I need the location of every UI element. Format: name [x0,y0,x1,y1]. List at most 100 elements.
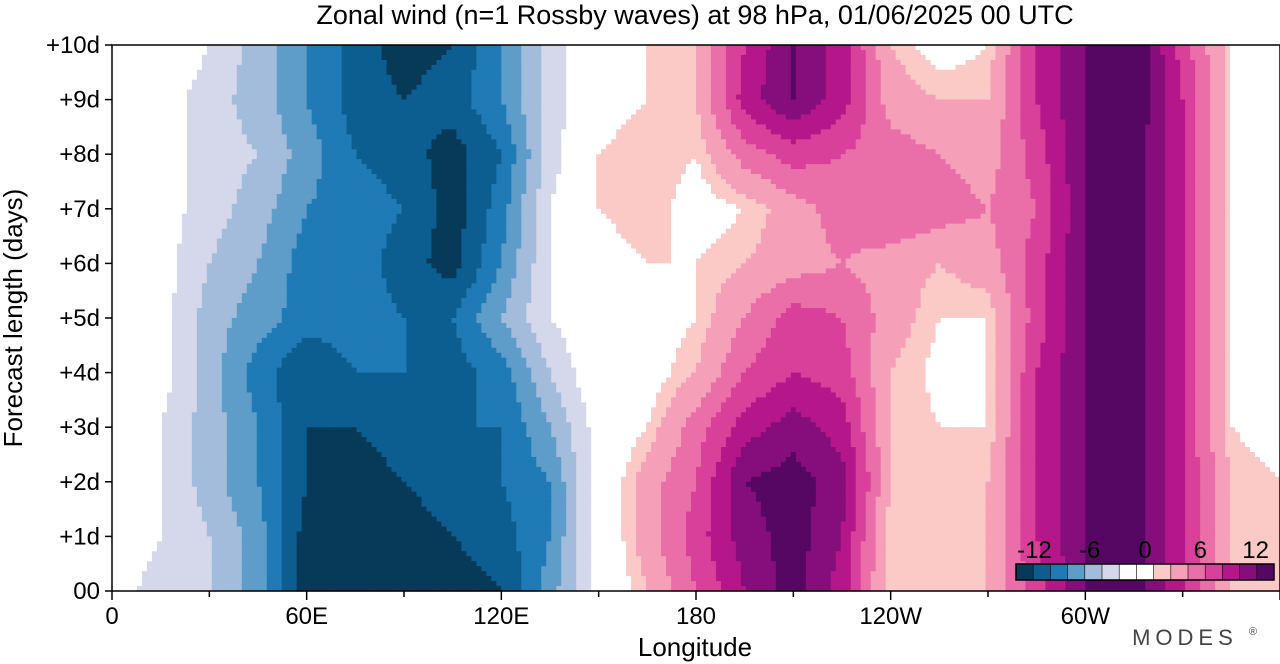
heatmap-cell [1235,124,1241,130]
heatmap-cell [176,119,183,126]
heatmap-cell [765,79,772,86]
heatmap-cell [935,134,942,140]
heatmap-cell [1090,119,1096,126]
heatmap-cell [1150,119,1156,126]
heatmap-cell [316,114,323,121]
heatmap-cell [326,129,333,135]
heatmap-cell [1265,99,1271,106]
heatmap-cell [466,104,472,111]
heatmap-cell [286,119,293,126]
heatmap-cell [745,129,752,135]
heatmap-cell [546,49,552,56]
heatmap-cell [1010,69,1017,76]
heatmap-cell [1090,114,1096,121]
heatmap-cell [990,144,997,150]
heatmap-cell [790,59,797,66]
heatmap-cell [656,114,662,121]
heatmap-cell [1070,104,1076,111]
heatmap-cell [381,79,388,86]
heatmap-cell [950,119,957,126]
heatmap-cell [980,114,987,121]
heatmap-cell [176,139,183,145]
heatmap-cell [1230,119,1236,126]
heatmap-cell [576,129,582,135]
heatmap-cell [1070,134,1076,140]
heatmap-cell [1275,45,1280,51]
heatmap-cell [720,69,727,76]
heatmap-cell [461,144,467,150]
heatmap-cell [790,84,797,91]
heatmap-cell [456,119,462,126]
heatmap-cell [935,99,942,106]
heatmap-cell [945,139,952,145]
heatmap-cell [376,149,383,155]
heatmap-cell [1205,99,1211,106]
heatmap-cell [201,79,208,86]
heatmap-cell [396,129,403,135]
heatmap-cell [276,104,283,111]
heatmap-cell [1175,139,1181,145]
heatmap-cell [401,54,408,61]
heatmap-cell [341,84,348,91]
heatmap-cell [1225,104,1231,111]
heatmap-cell [236,99,243,106]
heatmap-cell [226,84,233,91]
heatmap-cell [1025,74,1032,81]
heatmap-cell [291,64,298,71]
heatmap-cell [486,49,492,56]
heatmap-cell [905,99,912,106]
heatmap-cell [411,94,418,101]
heatmap-cell [281,149,288,155]
heatmap-cell [471,134,477,140]
heatmap-cell [975,89,982,96]
heatmap-cell [770,139,777,145]
heatmap-cell [131,134,138,140]
heatmap-cell [1170,54,1176,61]
heatmap-cell [1255,124,1261,130]
heatmap-cell [1075,109,1081,116]
heatmap-cell [271,45,278,51]
heatmap-cell [1070,119,1076,126]
heatmap-cell [985,89,992,96]
heatmap-cell [1080,144,1086,150]
heatmap-cell [581,45,587,51]
heatmap-cell [441,84,448,91]
heatmap-cell [725,129,732,135]
heatmap-cell [970,74,977,81]
heatmap-cell [700,54,707,61]
heatmap-cell [506,84,512,91]
heatmap-cell [636,59,642,66]
heatmap-cell [1170,99,1176,106]
heatmap-cell [715,84,722,91]
heatmap-cell [306,64,313,71]
heatmap-cell [1265,94,1271,101]
heatmap-cell [755,94,762,101]
heatmap-cell [676,89,682,96]
heatmap-cell [336,134,343,140]
heatmap-cell [131,54,138,61]
heatmap-cell [860,84,867,91]
heatmap-cell [336,45,343,51]
heatmap-cell [765,119,772,126]
heatmap-cell [331,114,338,121]
heatmap-cell [231,94,238,101]
heatmap-cell [1170,124,1176,130]
heatmap-cell [1125,134,1131,140]
heatmap-cell [221,49,228,56]
heatmap-cell [950,124,957,130]
heatmap-cell [1165,54,1171,61]
heatmap-cell [820,69,827,76]
heatmap-cell [920,99,927,106]
heatmap-cell [581,134,587,140]
heatmap-cell [1040,49,1046,56]
heatmap-cell [286,69,293,76]
heatmap-cell [451,84,458,91]
heatmap-cell [1200,79,1206,86]
heatmap-cell [885,99,892,106]
heatmap-cell [596,74,602,81]
heatmap-cell [1025,119,1032,126]
heatmap-cell [970,45,977,51]
heatmap-cell [1250,104,1256,111]
heatmap-cell [1180,59,1186,66]
heatmap-cell [286,104,293,111]
